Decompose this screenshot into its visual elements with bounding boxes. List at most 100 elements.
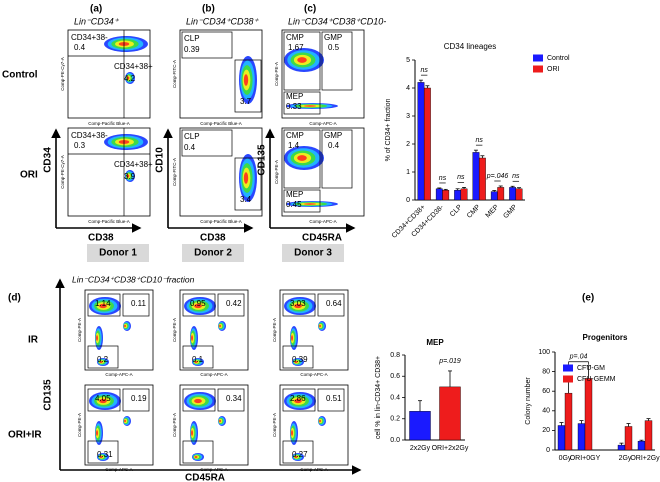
- gate-label: 0.11: [131, 299, 147, 308]
- bar: [454, 189, 462, 201]
- axis-label: Comp-APC-A: [309, 219, 336, 224]
- y-tick-label: 0.8: [390, 352, 400, 359]
- marker-label: CD38: [200, 233, 226, 244]
- annotation: p=.019: [438, 358, 461, 365]
- x-tick-label: CLP: [449, 204, 464, 219]
- gate-label: GMP: [324, 131, 342, 140]
- density-contour: [96, 335, 98, 341]
- annotation: ns: [475, 137, 483, 144]
- plot-frame: [281, 127, 365, 217]
- gate-label: 0.31: [97, 450, 113, 459]
- gate-label: 2.86: [290, 394, 306, 403]
- gate-label: 0.45: [286, 200, 302, 209]
- plot-frame: [279, 384, 349, 466]
- chart-title: MEP: [426, 338, 444, 347]
- bar: [557, 425, 566, 451]
- density-contour: [194, 361, 198, 363]
- annotation: ns: [420, 67, 428, 74]
- x-tick-label: MEP: [485, 204, 501, 220]
- gate-label: 0.42: [226, 299, 242, 308]
- gate-label: CLP: [184, 132, 200, 141]
- gate: [282, 345, 314, 369]
- gate-label: CMP: [286, 131, 304, 140]
- y-tick-label: 5: [406, 57, 410, 64]
- density-contour: [219, 419, 221, 423]
- gate-label: 0.95: [190, 299, 206, 308]
- gate-label: 0.2: [97, 355, 109, 364]
- gate-label: 0.64: [326, 299, 342, 308]
- gate-label: 4.05: [95, 394, 111, 403]
- axis-label: Comp-Pacific Blue-A: [88, 219, 130, 224]
- axis-label: Comp-Pacific Blue-A: [200, 121, 242, 126]
- panel-label: (d): [8, 293, 21, 304]
- panel-label: (b): [202, 4, 215, 15]
- bar: [637, 440, 646, 451]
- bar: [497, 187, 505, 201]
- gate-label: 1.4: [288, 141, 300, 150]
- bar: [624, 426, 633, 451]
- y-tick-label: 40: [542, 408, 550, 415]
- density-contour: [294, 456, 298, 458]
- plot-frame: [179, 127, 263, 217]
- legend-swatch: [563, 375, 573, 383]
- axis-label: Comp-PE-A: [272, 318, 277, 342]
- gate: [181, 31, 233, 59]
- gate: [234, 157, 262, 211]
- gate-label: 3.4: [240, 195, 252, 204]
- legend-label: ORI: [547, 66, 560, 73]
- panel-label: (e): [582, 293, 594, 304]
- bar: [460, 188, 468, 201]
- density-contour: [303, 105, 317, 107]
- density-contour: [243, 74, 249, 86]
- gate: [283, 129, 321, 189]
- y-tick-label: 80: [542, 368, 550, 375]
- gate: [282, 293, 316, 317]
- axis-label: Comp-Pacific Blue-A: [88, 121, 130, 126]
- gate-label: 0.4: [328, 141, 340, 150]
- x-tick-label: CD34+CD38-: [410, 203, 445, 238]
- density-contour: [243, 172, 249, 184]
- gate: [182, 440, 214, 464]
- axis-label: Comp-APC-A: [300, 372, 327, 377]
- density-contour: [126, 76, 130, 80]
- gate: [317, 388, 345, 412]
- density-contour: [99, 398, 107, 404]
- annotation: ns: [457, 174, 465, 181]
- gate-label: 0.4: [184, 143, 196, 152]
- gate-label: CD34+38-: [71, 33, 108, 42]
- density-contour: [319, 324, 321, 328]
- density-contour: [319, 419, 321, 423]
- gate-label: 3.7: [240, 97, 252, 106]
- x-tick-label: CMP: [466, 204, 482, 220]
- marker-label: CD135: [43, 379, 54, 411]
- gate-label: MEP: [286, 190, 303, 199]
- gate-label: CD34+38+: [114, 62, 153, 71]
- donor-label: Donor 2: [194, 248, 232, 259]
- gate: [317, 293, 345, 317]
- donor-label: Donor 1: [99, 248, 137, 259]
- axis-label: Comp-PE-Cy7-A: [60, 155, 65, 189]
- axis-label: Comp-APC-A: [200, 372, 227, 377]
- marker-label: CD10: [155, 147, 166, 173]
- density-contour: [294, 361, 298, 363]
- donor-box: [87, 244, 149, 262]
- y-axis-label: % of CD34+ fraction: [385, 98, 392, 161]
- gate-label: 0.19: [131, 394, 147, 403]
- plot-frame: [84, 289, 154, 371]
- axis-label: Comp-PE-A: [77, 413, 82, 437]
- bar: [515, 188, 523, 201]
- plot-frame: [179, 384, 249, 466]
- y-tick-label: 2: [406, 141, 410, 148]
- gate-label: 3.9: [124, 172, 136, 181]
- bar: [584, 378, 593, 451]
- bar: [644, 420, 653, 451]
- axis-label: Comp-FITC-A: [172, 158, 177, 186]
- density-contour: [291, 430, 293, 436]
- annotation: ns: [512, 173, 520, 180]
- bar: [564, 392, 573, 451]
- gate-label: CD34+38-: [71, 131, 108, 140]
- gate: [122, 293, 150, 317]
- gate-label: 0.1: [192, 355, 204, 364]
- panel-title: Lin⁻CD34⁺: [74, 16, 120, 26]
- density-contour: [99, 456, 103, 458]
